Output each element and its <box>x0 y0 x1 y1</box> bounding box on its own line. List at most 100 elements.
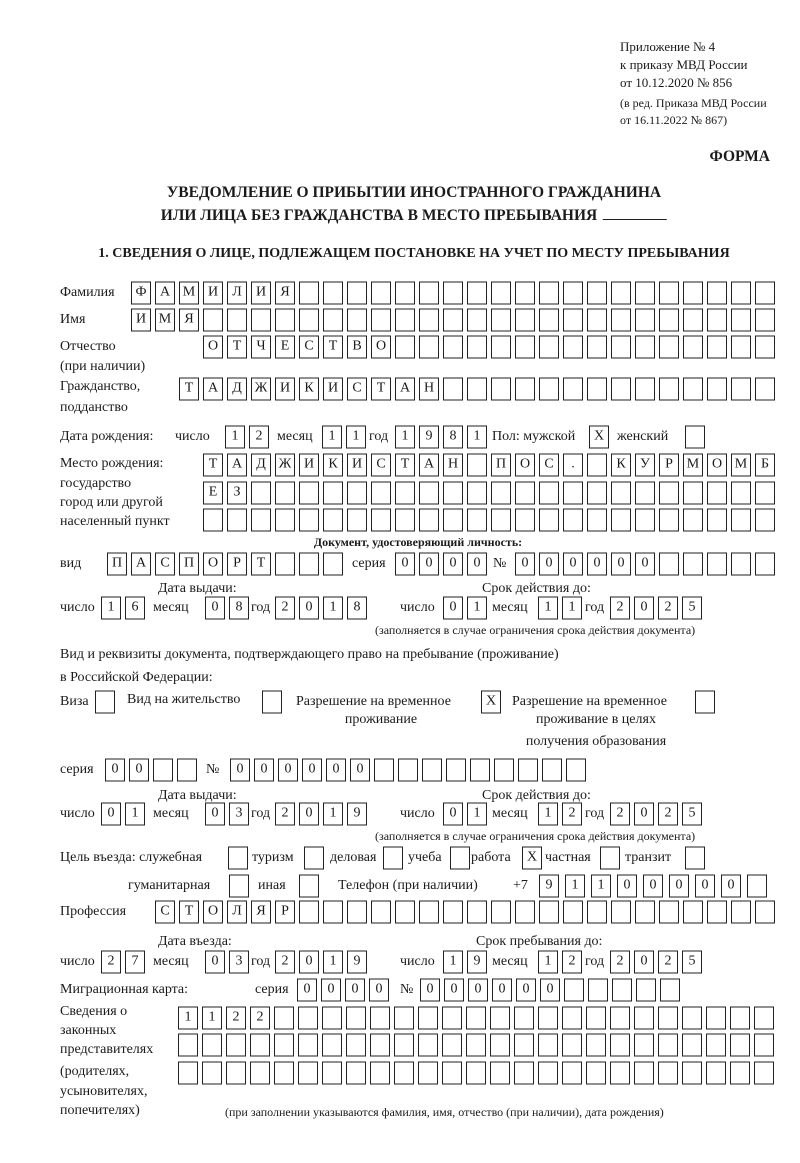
patronymic-box[interactable] <box>419 335 439 359</box>
birthplace-box[interactable] <box>299 508 319 532</box>
profession-box[interactable] <box>395 900 415 924</box>
first-name-box[interactable] <box>227 308 247 332</box>
birthplace-box[interactable]: . <box>563 453 583 477</box>
birthplace-box[interactable] <box>707 508 727 532</box>
surname-box[interactable] <box>539 281 559 305</box>
residence-issue-month-box[interactable]: 0 <box>205 802 225 826</box>
representatives-box[interactable] <box>586 1033 606 1057</box>
entry-day-box[interactable]: 2 <box>101 950 121 974</box>
representatives-box[interactable] <box>562 1006 582 1030</box>
citizenship-box[interactable] <box>707 377 727 401</box>
surname-box[interactable] <box>683 281 703 305</box>
entry-month-box[interactable]: 0 <box>205 950 225 974</box>
birth-month-box[interactable]: 1 <box>346 425 366 449</box>
profession-box[interactable] <box>299 900 319 924</box>
birthplace-box[interactable] <box>395 508 415 532</box>
birthplace-box[interactable]: О <box>707 453 727 477</box>
profession-box[interactable] <box>659 900 679 924</box>
profession-box[interactable] <box>515 900 535 924</box>
phone-box[interactable]: 0 <box>669 874 689 898</box>
residence-series-box[interactable]: 0 <box>129 758 149 782</box>
birthplace-box[interactable] <box>731 481 751 505</box>
birth-year-box[interactable]: 1 <box>395 425 415 449</box>
residence-valid-year-box[interactable]: 5 <box>682 802 702 826</box>
patronymic-box[interactable] <box>731 335 751 359</box>
purpose-humanitarian-checkbox-box[interactable] <box>229 874 249 898</box>
representatives-box[interactable] <box>418 1033 438 1057</box>
representatives-box[interactable] <box>274 1033 294 1057</box>
representatives-box[interactable] <box>322 1061 342 1085</box>
patronymic-box[interactable] <box>635 335 655 359</box>
doc-issue-day-box[interactable]: 6 <box>125 596 145 620</box>
purpose-business-checkbox-box[interactable] <box>383 846 403 870</box>
birthplace-box[interactable]: Т <box>203 453 223 477</box>
birthplace-box[interactable] <box>539 481 559 505</box>
birthplace-box[interactable]: Ж <box>275 453 295 477</box>
representatives-box[interactable] <box>346 1006 366 1030</box>
entry-year-box[interactable]: 1 <box>323 950 343 974</box>
doc-number-box[interactable]: 0 <box>635 552 655 576</box>
phone-box[interactable]: 0 <box>643 874 663 898</box>
doc-series-box[interactable]: 0 <box>443 552 463 576</box>
representatives-box[interactable] <box>706 1033 726 1057</box>
profession-box[interactable] <box>707 900 727 924</box>
citizenship-box[interactable]: А <box>203 377 223 401</box>
birthplace-box[interactable] <box>323 508 343 532</box>
birthplace-box[interactable] <box>755 481 775 505</box>
birthplace-box[interactable]: Д <box>251 453 271 477</box>
patronymic-box[interactable]: О <box>371 335 391 359</box>
doc-series-box[interactable]: 0 <box>467 552 487 576</box>
birthplace-box[interactable]: Б <box>755 453 775 477</box>
birthplace-box[interactable]: С <box>539 453 559 477</box>
purpose-work-checkbox-box[interactable]: X <box>522 846 542 870</box>
birthplace-box[interactable] <box>683 481 703 505</box>
birthplace-box[interactable]: С <box>371 453 391 477</box>
residence-series-box[interactable] <box>153 758 173 782</box>
birthplace-box[interactable] <box>467 508 487 532</box>
migration-number-box[interactable]: 0 <box>516 978 536 1002</box>
birthplace-box[interactable] <box>371 481 391 505</box>
residence-number-box[interactable]: 0 <box>254 758 274 782</box>
patronymic-box[interactable]: Е <box>275 335 295 359</box>
doc-valid-year-box[interactable]: 2 <box>610 596 630 620</box>
citizenship-box[interactable] <box>539 377 559 401</box>
representatives-box[interactable] <box>706 1006 726 1030</box>
phone-box[interactable]: 0 <box>617 874 637 898</box>
representatives-box[interactable]: 2 <box>226 1006 246 1030</box>
doc-kind-box[interactable]: С <box>155 552 175 576</box>
doc-issue-year-box[interactable]: 2 <box>275 596 295 620</box>
first-name-box[interactable] <box>515 308 535 332</box>
birthplace-box[interactable]: М <box>683 453 703 477</box>
representatives-box[interactable] <box>634 1006 654 1030</box>
purpose-service-checkbox-box[interactable] <box>228 846 248 870</box>
citizenship-box[interactable]: К <box>299 377 319 401</box>
birthplace-box[interactable]: Е <box>203 481 223 505</box>
residence-issue-day-box[interactable]: 1 <box>125 802 145 826</box>
migration-number-box[interactable] <box>612 978 632 1002</box>
doc-kind-box[interactable]: П <box>179 552 199 576</box>
birthplace-box[interactable] <box>443 508 463 532</box>
birthplace-box[interactable] <box>755 508 775 532</box>
representatives-box[interactable] <box>178 1033 198 1057</box>
birthplace-box[interactable]: Р <box>659 453 679 477</box>
doc-issue-month-box[interactable]: 8 <box>229 596 249 620</box>
birthplace-box[interactable] <box>611 508 631 532</box>
first-name-box[interactable] <box>755 308 775 332</box>
birthplace-box[interactable] <box>563 481 583 505</box>
residence-number-box[interactable]: 0 <box>350 758 370 782</box>
birthplace-box[interactable]: К <box>323 453 343 477</box>
migration-number-box[interactable] <box>660 978 680 1002</box>
doc-issue-year-box[interactable]: 0 <box>299 596 319 620</box>
profession-box[interactable]: С <box>155 900 175 924</box>
doc-issue-year-box[interactable]: 1 <box>323 596 343 620</box>
stay-until-year-box[interactable]: 5 <box>682 950 702 974</box>
birthplace-box[interactable] <box>371 508 391 532</box>
representatives-box[interactable] <box>370 1006 390 1030</box>
entry-year-box[interactable]: 2 <box>275 950 295 974</box>
birthplace-box[interactable] <box>299 481 319 505</box>
citizenship-box[interactable] <box>491 377 511 401</box>
representatives-box[interactable] <box>418 1006 438 1030</box>
sex-female-checkbox-box[interactable] <box>685 425 705 449</box>
residence-issue-year-box[interactable]: 1 <box>323 802 343 826</box>
birthplace-box[interactable]: К <box>611 453 631 477</box>
